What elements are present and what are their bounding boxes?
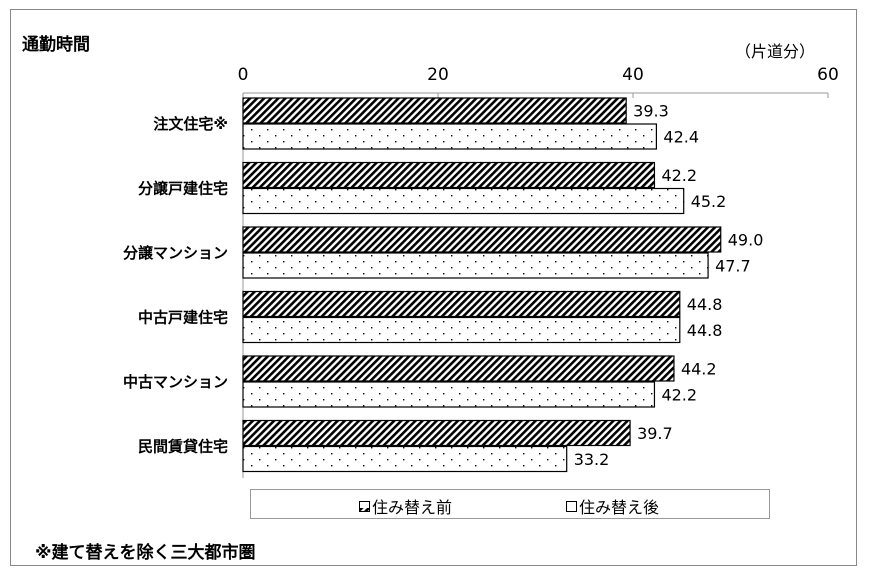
hatch-swatch-icon — [359, 500, 370, 512]
category-label: 注文住宅※ — [153, 115, 228, 133]
category-label: 中古戸建住宅 — [138, 309, 228, 327]
unit-label: （片道分） — [735, 42, 816, 61]
legend-label: 住み替え後 — [579, 498, 660, 517]
bar-after — [242, 187, 685, 215]
data-label: 42.2 — [661, 386, 697, 405]
bar-after — [242, 316, 681, 344]
data-label: 44.8 — [687, 321, 723, 340]
x-tick-label: 0 — [238, 65, 249, 85]
data-label: 44.2 — [681, 360, 717, 379]
bar-after — [242, 381, 656, 408]
bar-before — [242, 355, 675, 382]
data-label: 42.4 — [663, 128, 699, 147]
data-label: 45.2 — [691, 192, 727, 211]
bar-before — [242, 97, 627, 124]
legend-item-after: 住み替え後 — [566, 494, 659, 518]
data-label: 33.2 — [574, 450, 610, 469]
bar-after — [242, 123, 657, 150]
data-label: 47.7 — [715, 257, 751, 276]
x-tick-label: 60 — [817, 65, 839, 85]
legend-item-before: 住み替え前 — [359, 494, 452, 518]
category-label: 分譲戸建住宅 — [138, 180, 228, 198]
data-label: 44.8 — [687, 295, 723, 314]
bar-before — [242, 226, 722, 253]
footnote: ※建て替えを除く三大都市圏 — [35, 543, 256, 563]
chart-frame — [10, 9, 857, 566]
legend: 住み替え前 住み替え後 — [250, 489, 770, 519]
bar-before — [242, 161, 656, 189]
category-label: 民間賃貸住宅 — [138, 438, 228, 456]
category-label: 中古マンション — [123, 373, 228, 391]
legend-label: 住み替え前 — [372, 498, 453, 517]
data-label: 39.7 — [637, 424, 673, 443]
dots-swatch-icon — [566, 500, 577, 512]
bar-after — [242, 445, 568, 473]
data-label: 39.3 — [633, 102, 669, 121]
data-label: 49.0 — [728, 231, 764, 250]
bar-before — [242, 290, 681, 318]
chart-title: 通勤時間 — [22, 35, 90, 55]
category-label: 分譲マンション — [123, 244, 228, 262]
x-tick-label: 20 — [427, 65, 449, 85]
x-tick-label: 40 — [622, 65, 644, 85]
data-label: 42.2 — [661, 166, 697, 185]
bar-after — [242, 252, 709, 279]
bar-before — [242, 419, 631, 447]
